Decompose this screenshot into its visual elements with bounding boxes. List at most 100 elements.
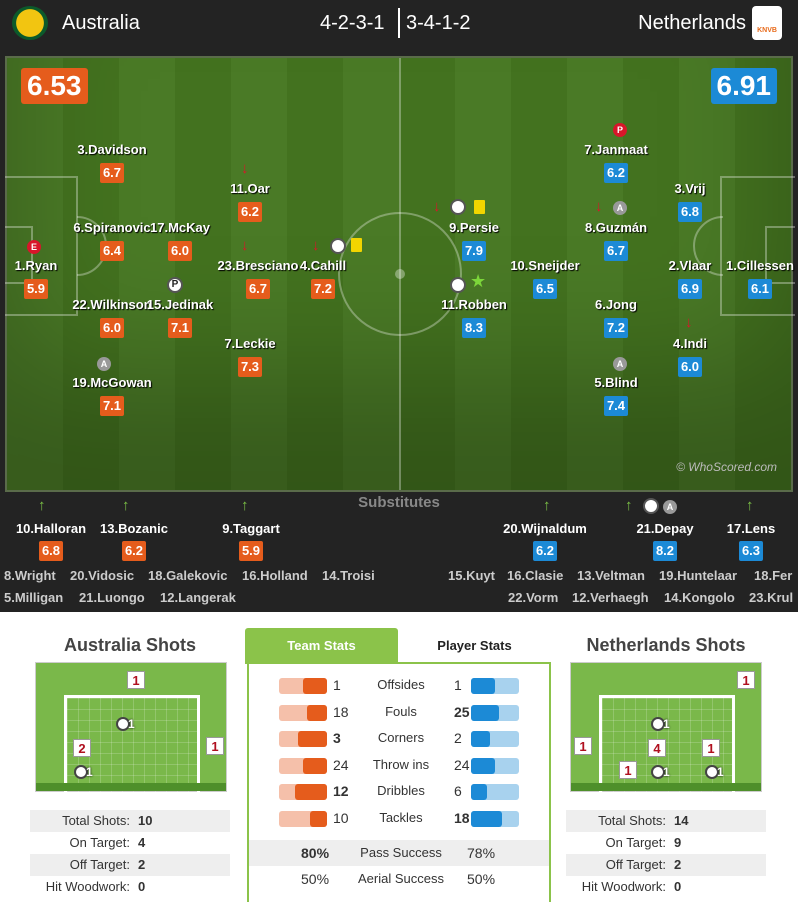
player-name: 20.Wijnaldum: [503, 521, 587, 536]
home-team-name[interactable]: Australia: [62, 12, 140, 34]
shot-zone-count: 1: [702, 739, 720, 757]
sub-off-icon: ↓: [685, 314, 693, 331]
home-formation: 4-2-3-1: [320, 12, 385, 34]
pass-label: Pass Success: [360, 845, 442, 860]
player-guzman[interactable]: 8.Guzmán 6.7: [556, 220, 676, 261]
sub-on-icon: ↑: [38, 497, 46, 514]
player-vlaar[interactable]: 2.Vlaar 6.9: [630, 258, 750, 299]
sub-wijnaldum[interactable]: 20.Wijnaldum 6.2: [485, 521, 605, 561]
bench-player[interactable]: 21.Luongo: [79, 590, 145, 605]
player-name: 3.Davidson: [77, 142, 147, 157]
player-name: 10.Sneijder: [510, 258, 580, 273]
team-stat-row: 18 Fouls 25: [249, 699, 549, 725]
bench-player[interactable]: 12.Verhaegh: [572, 590, 649, 605]
player-rating: 6.8: [678, 202, 702, 222]
bench-player[interactable]: 18.Galekovic: [148, 568, 228, 583]
bench-player[interactable]: 5.Milligan: [4, 590, 64, 605]
bench-player[interactable]: 19.Huntelaar: [659, 568, 738, 583]
shot-zone-count: 1: [619, 761, 637, 779]
bench-player[interactable]: 23.Krul: [749, 590, 794, 605]
shot-zone-count: 4: [648, 739, 666, 757]
player-cillessen[interactable]: 1.Cillessen 6.1: [700, 258, 798, 299]
sub-depay[interactable]: 21.Depay 8.2: [605, 521, 725, 561]
player-name: 7.Leckie: [224, 336, 276, 351]
away-team-name[interactable]: Netherlands: [638, 12, 746, 34]
player-name: 22.Wilkinson: [72, 297, 152, 312]
player-ryan[interactable]: 1.Ryan 5.9: [0, 258, 96, 299]
bench-player[interactable]: 12.Langerak: [160, 590, 236, 605]
sub-taggart[interactable]: 9.Taggart 5.9: [191, 521, 311, 561]
tab-player-stats[interactable]: Player Stats: [437, 638, 512, 653]
stat-row: Total Shots: 10: [30, 810, 230, 832]
player-blind[interactable]: 5.Blind 7.4: [556, 375, 676, 416]
sub-on-icon: ↑: [746, 497, 754, 514]
bench-player[interactable]: 16.Clasie: [507, 568, 564, 583]
player-rating: 6.4: [100, 241, 124, 261]
player-rating: 6.2: [533, 541, 557, 561]
player-bresciano[interactable]: 23.Bresciano 6.7: [198, 258, 318, 299]
player-leckie[interactable]: 7.Leckie 7.3: [190, 336, 310, 377]
sub-bozanic[interactable]: 13.Bozanic 6.2: [74, 521, 194, 561]
player-rating: 6.7: [604, 241, 628, 261]
bench-player[interactable]: 8.Wright: [4, 568, 56, 583]
shot-on-goal-icon: 1: [74, 765, 93, 779]
player-janmaat[interactable]: 7.Janmaat 6.2: [556, 142, 676, 183]
stat-label: Hit Woodwork:: [45, 879, 130, 894]
player-rating: 6.9: [678, 279, 702, 299]
home-stat-bar: [303, 757, 327, 774]
stat-row: Off Target: 2: [30, 854, 230, 876]
sub-on-icon: ↑: [625, 497, 633, 514]
sub-on-icon: ↑: [241, 497, 249, 514]
team-stat-row: 1 Offsides 1: [249, 672, 549, 698]
tab-team-stats[interactable]: Team Stats: [245, 628, 398, 664]
player-cahill[interactable]: 4.Cahill 7.2: [263, 258, 383, 299]
player-persie[interactable]: 9.Persie 7.9: [414, 220, 534, 261]
bench-player[interactable]: 14.Troisi: [322, 568, 375, 583]
shot-on-goal-icon: 1: [651, 717, 670, 731]
stat-value: 9: [674, 835, 682, 850]
player-name: 6.Spiranovic: [73, 220, 151, 235]
player-jedinak[interactable]: 15.Jedinak 7.1: [120, 297, 240, 338]
match-panel: Australia 4-2-3-1 3-4-1-2 Netherlands KN…: [0, 0, 798, 612]
center-spot: [395, 269, 405, 279]
bench-player[interactable]: 14.Kongolo: [664, 590, 735, 605]
bench-player[interactable]: 13.Veltman: [577, 568, 645, 583]
player-rating: 7.1: [168, 318, 192, 338]
stat-row: Hit Woodwork: 0: [30, 876, 230, 898]
player-wilkinson[interactable]: 22.Wilkinson 6.0: [52, 297, 172, 338]
australia-crest-icon: [12, 6, 48, 40]
sub-off-icon: ↓: [241, 160, 249, 177]
player-robben[interactable]: 11.Robben 8.3: [414, 297, 534, 338]
away-formation: 3-4-1-2: [406, 12, 471, 34]
shot-on-goal-icon: 1: [705, 765, 724, 779]
home-stat-value: 10: [333, 809, 349, 826]
player-name: 11.Oar: [230, 181, 270, 196]
bench-player[interactable]: 20.Vidosic: [70, 568, 135, 583]
pass-success-row: 80% Pass Success 78%: [249, 840, 549, 866]
player-sneijder[interactable]: 10.Sneijder 6.5: [485, 258, 605, 299]
bench-player[interactable]: 22.Vorm: [508, 590, 559, 605]
player-indi[interactable]: 4.Indi 6.0: [630, 336, 750, 377]
away-stat-bar: [471, 731, 490, 747]
player-mcgowan[interactable]: 19.McGowan 7.1: [52, 375, 172, 416]
stat-label: Tackles: [379, 809, 423, 825]
stat-label: Off Target:: [69, 857, 130, 872]
bench-player[interactable]: 18.Fer: [754, 568, 793, 583]
sub-halloran[interactable]: 10.Halloran 6.8: [0, 521, 111, 561]
player-davidson[interactable]: 3.Davidson 6.7: [52, 142, 172, 183]
player-name: 1.Ryan: [14, 258, 58, 273]
player-name: 15.Jedinak: [146, 297, 214, 312]
goal-icon: [330, 238, 346, 254]
player-jong[interactable]: 6.Jong 7.2: [556, 297, 676, 338]
player-vrij[interactable]: 3.Vrij 6.8: [630, 181, 750, 222]
player-spiranovic[interactable]: 6.Spiranovic 6.4: [52, 220, 172, 261]
bench-player[interactable]: 16.Holland: [242, 568, 308, 583]
player-mckay[interactable]: 17.McKay 6.0: [120, 220, 240, 261]
player-oar[interactable]: 11.Oar 6.2: [190, 181, 310, 222]
stat-value: 0: [674, 879, 682, 894]
player-name: 4.Indi: [673, 336, 707, 351]
sub-lens[interactable]: 17.Lens 6.3: [691, 521, 798, 561]
bench-player[interactable]: 15.Kuyt: [448, 568, 495, 583]
player-rating: 6.3: [739, 541, 763, 561]
sub-off-icon: ↓: [312, 237, 320, 254]
